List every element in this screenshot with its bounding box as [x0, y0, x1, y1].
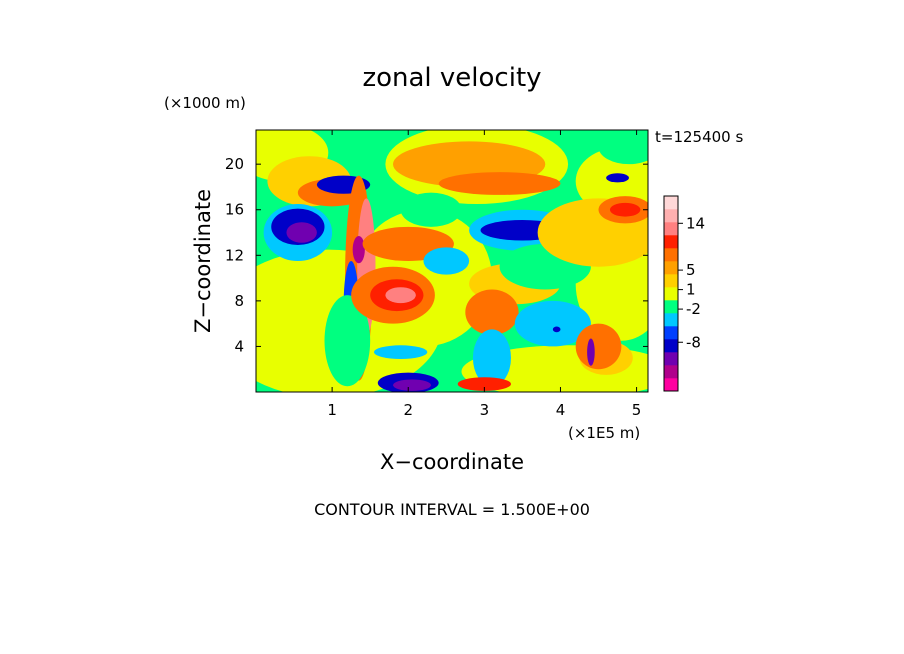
x-unit-label: (×1E5 m) — [568, 424, 640, 442]
contour-blob — [373, 345, 428, 359]
contour-blob — [457, 377, 511, 391]
plot-frame — [255, 129, 649, 393]
y-tick-label: 8 — [234, 292, 244, 310]
colorbar-swatch — [664, 196, 678, 210]
contour-blob — [400, 192, 462, 227]
colorbar-swatch — [664, 352, 678, 366]
contour-blob — [324, 295, 371, 387]
colorbar-swatch — [664, 365, 678, 379]
colorbar-label: -2 — [686, 300, 701, 318]
y-axis-label: Z−coordinate — [191, 189, 215, 333]
colorbar-swatch — [664, 378, 678, 392]
colorbar-label: -8 — [686, 333, 701, 351]
colorbar-swatch — [664, 209, 678, 223]
contour-blob — [352, 235, 365, 264]
contour-blob — [609, 202, 641, 217]
contour-blob — [606, 173, 629, 183]
y-axis: 4 8 12 16 20 — [225, 155, 648, 355]
contour-blob — [587, 338, 595, 366]
x-tick-label: 4 — [556, 401, 566, 419]
colorbar-swatch — [664, 248, 678, 262]
colorbar-swatch — [664, 313, 678, 327]
y-tick-label: 20 — [225, 155, 244, 173]
chart-title: zonal velocity — [362, 63, 541, 93]
plot-area — [256, 130, 648, 392]
y-tick-label: 4 — [234, 337, 244, 355]
colorbar-swatch — [664, 326, 678, 340]
colorbar-swatch — [664, 261, 678, 275]
x-axis: 1 2 3 4 5 — [327, 130, 641, 419]
contour-blob — [385, 287, 416, 304]
x-tick-label: 1 — [327, 401, 337, 419]
contour-blob — [423, 247, 470, 275]
colorbar-label: 5 — [686, 261, 696, 279]
colorbar-swatch — [664, 287, 678, 301]
contour-interval-label: CONTOUR INTERVAL = 1.500E+00 — [314, 500, 590, 519]
x-tick-label: 2 — [403, 401, 413, 419]
x-axis-label: X−coordinate — [380, 450, 524, 474]
colorbar-swatch — [664, 274, 678, 288]
contour-blob — [575, 323, 622, 370]
contour-blob — [465, 289, 519, 336]
colorbar-label: 14 — [686, 214, 705, 232]
time-label: t=125400 s — [655, 128, 743, 146]
contour-blob — [514, 300, 591, 347]
colorbar: -8 -21 5 14 — [663, 195, 705, 392]
contour-blob — [598, 130, 648, 165]
colorbar-swatch — [664, 300, 678, 314]
y-tick-label: 16 — [225, 201, 244, 219]
contour-blob — [472, 329, 511, 387]
colorbar-label: 1 — [686, 281, 696, 299]
y-unit-label: (×1000 m) — [164, 94, 246, 112]
y-tick-label: 12 — [225, 246, 244, 264]
contour-blob — [438, 172, 561, 195]
contour-blob — [286, 222, 317, 243]
x-tick-label: 3 — [480, 401, 490, 419]
contour-blob — [552, 326, 561, 333]
colorbar-swatch — [664, 222, 678, 236]
x-tick-label: 5 — [632, 401, 642, 419]
colorbar-swatch — [664, 235, 678, 249]
colorbar-frame — [663, 195, 679, 392]
colorbar-swatch — [664, 339, 678, 353]
contour-blob — [393, 379, 432, 391]
